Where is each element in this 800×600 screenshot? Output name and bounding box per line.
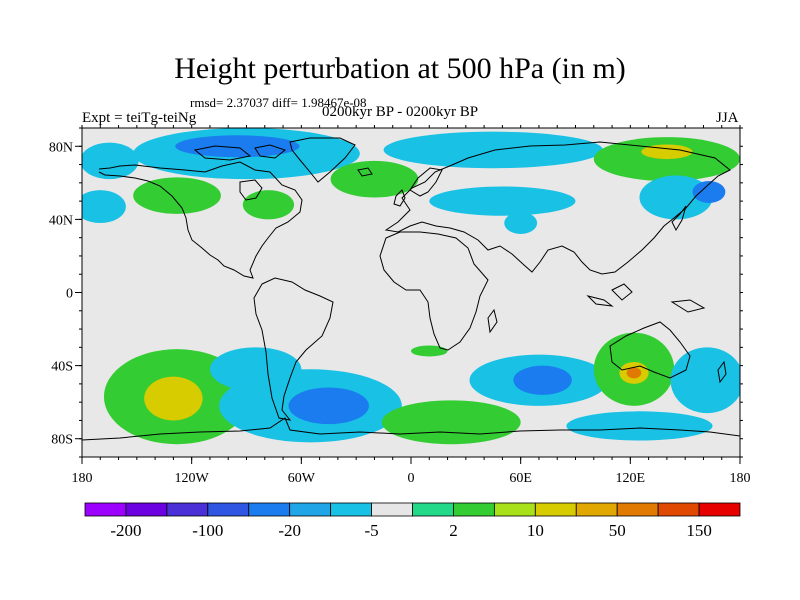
coastline-baffin	[254, 144, 287, 159]
y-tick-label: 0	[66, 287, 73, 302]
anomaly-layer	[82, 128, 740, 445]
coastline-antarctica	[82, 417, 740, 441]
colorbar-swatch	[207, 502, 250, 517]
colorbar-swatch	[616, 502, 659, 517]
anomaly-region	[175, 135, 300, 158]
coastline-scandinavia	[409, 167, 443, 197]
x-tick-label: 120E	[616, 471, 646, 486]
y-tick-label: 40N	[49, 213, 73, 228]
anomaly-region	[513, 365, 572, 395]
colorbar-label: -5	[364, 521, 378, 540]
anomaly-region	[133, 177, 221, 214]
coastline-africa	[379, 231, 489, 351]
colorbar-label: 50	[609, 521, 626, 540]
x-axis: 180 120W 60W 0 60E 120E 180	[72, 125, 751, 486]
coastline-borneo	[611, 283, 633, 301]
coastline-south-america	[253, 277, 334, 421]
colorbar-swatch	[453, 502, 495, 517]
colorbar-label: 10	[527, 521, 544, 540]
colorbar-swatch	[371, 502, 413, 517]
anomaly-region	[641, 144, 693, 160]
coastline-madagascar	[487, 308, 498, 334]
y-axis: 80N 40N 0 40S 80S	[49, 127, 743, 458]
colorbar-label: -100	[192, 521, 223, 540]
anomaly-region	[288, 387, 369, 425]
colorbar-swatch	[125, 502, 168, 517]
period-label: 0200kyr BP - 0200kyr BP	[322, 104, 479, 120]
anomaly-region	[504, 212, 538, 235]
experiment-label: Expt = teiTg-teiNg	[82, 110, 197, 126]
colorbar-label: -20	[278, 521, 301, 540]
coastline-arctic-islands	[193, 145, 252, 161]
anomaly-region	[242, 190, 295, 220]
colorbar-swatch	[330, 502, 372, 517]
colorbar-label: 150	[686, 521, 712, 540]
colorbar-swatch	[412, 502, 454, 517]
colorbar-label: -200	[110, 521, 141, 540]
season-label: JJA	[716, 110, 739, 126]
coastline-japan	[671, 205, 687, 232]
anomaly-region	[411, 345, 448, 357]
colorbar-swatch	[575, 502, 618, 517]
colorbar-swatch	[289, 502, 332, 517]
anomaly-region	[639, 175, 713, 220]
coastlines	[82, 137, 740, 441]
anomaly-region	[566, 411, 713, 441]
map-title: Height perturbation at 500 hPa (in m)	[174, 52, 626, 85]
anomaly-region	[381, 400, 521, 445]
y-tick-label: 40S	[51, 360, 73, 375]
anomaly-region	[429, 186, 576, 216]
colorbar-swatch	[493, 502, 536, 517]
stats-text: rmsd= 2.37037 diff= 1.98467e-08	[190, 95, 367, 110]
anomaly-region	[82, 142, 139, 180]
colorbar-swatch	[698, 502, 741, 517]
coastline-hudson-bay	[239, 179, 263, 201]
anomaly-region	[670, 347, 740, 414]
coastline-new-zealand	[717, 360, 727, 384]
coastline-north-america	[98, 161, 303, 279]
anomaly-region	[330, 160, 419, 198]
colorbar-swatch	[248, 502, 291, 517]
anomaly-region	[82, 190, 126, 224]
colorbar-swatch	[166, 502, 209, 517]
x-tick-label: 0	[408, 471, 415, 486]
coastline-greenland	[289, 137, 356, 183]
coastline-new-guinea	[670, 299, 706, 313]
y-tick-label: 80S	[51, 433, 73, 448]
coastline-australia	[609, 321, 691, 379]
x-tick-label: 60E	[509, 471, 532, 486]
colorbar-swatch	[657, 502, 700, 517]
colorbar-swatch	[84, 502, 127, 517]
colorbar-swatch	[534, 502, 577, 517]
anomaly-region	[626, 367, 642, 379]
coastline-eurasia	[384, 141, 731, 275]
x-tick-label: 180	[72, 471, 93, 486]
y-tick-label: 80N	[49, 140, 73, 155]
colorbar: -200 -100 -20 -5 2 10 50 150	[84, 502, 741, 540]
coastline-iceland	[357, 167, 373, 177]
anomaly-region	[593, 137, 740, 181]
colorbar-label: 2	[449, 521, 458, 540]
x-tick-label: 120W	[175, 471, 210, 486]
coastline-sumatra-java	[586, 295, 614, 307]
anomaly-region	[383, 131, 603, 169]
coastline-great-britain	[393, 189, 406, 207]
x-tick-label: 180	[730, 471, 751, 486]
anomaly-region	[144, 376, 203, 421]
x-tick-label: 60W	[288, 471, 316, 486]
anomaly-region	[692, 181, 726, 203]
